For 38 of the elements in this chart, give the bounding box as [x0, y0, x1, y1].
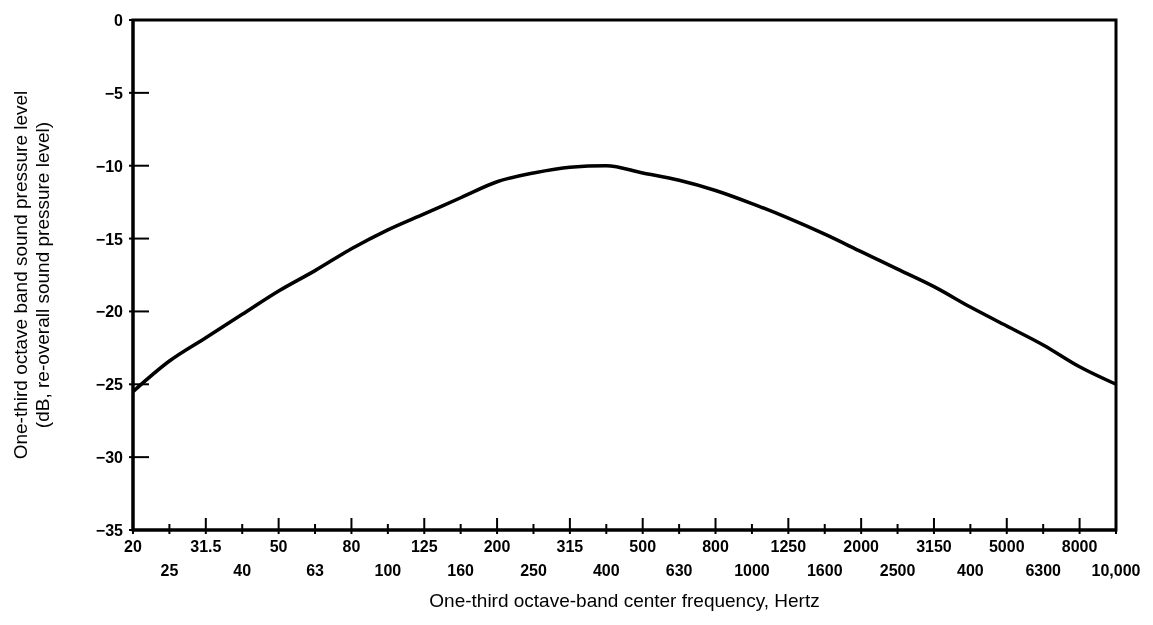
y-tick-label: −20 [95, 303, 124, 321]
x-tick-label: 8000 [1061, 538, 1098, 555]
y-tick-label: 0 [114, 12, 124, 29]
x-tick-label: 400 [592, 562, 620, 579]
y-tick-label: −5 [104, 84, 124, 102]
y-tick-label: −30 [95, 449, 124, 467]
x-tick-label: 20 [124, 538, 142, 555]
x-tick-label: 31.5 [190, 538, 222, 555]
x-tick-label: 5000 [988, 538, 1025, 555]
x-tick-label: 630 [665, 562, 693, 579]
x-tick-label: 10,000 [1091, 562, 1141, 579]
y-tick-label: −35 [95, 522, 124, 539]
x-tick-label: 100 [374, 562, 402, 579]
y-axis-title: One-third octave band sound pressure level (dB, re-overall sound pressure level) [10, 90, 53, 460]
x-tick-label: 1600 [806, 562, 843, 579]
y-tick-label: −25 [95, 376, 124, 394]
x-tick-label: 200 [483, 538, 511, 555]
y-tick-label: −10 [95, 157, 124, 175]
x-tick-label: 3150 [916, 538, 952, 555]
x-tick-label: 2000 [843, 538, 880, 555]
x-tick-label: 2500 [879, 562, 916, 579]
y-tick-label: −15 [95, 230, 124, 248]
x-tick-label: 1250 [770, 538, 807, 555]
x-tick-label: 40 [233, 562, 252, 579]
x-tick-label: 1000 [734, 562, 770, 579]
x-tick-label: 50 [269, 538, 288, 555]
x-axis-title: One-third octave-band center frequency, Hertz [429, 590, 820, 611]
x-tick-label: 160 [447, 562, 475, 579]
x-tick-label: 125 [410, 538, 438, 555]
x-tick-label: 800 [702, 538, 729, 555]
x-tick-label: 6300 [1025, 562, 1062, 579]
x-tick-label: 25 [160, 562, 179, 579]
x-tick-label: 500 [629, 538, 657, 555]
x-tick-label: 400 [957, 562, 984, 579]
x-tick-label: 80 [342, 538, 361, 555]
x-tick-label: 315 [556, 538, 584, 555]
x-tick-label: 63 [306, 562, 325, 579]
x-tick-label: 250 [520, 562, 547, 579]
